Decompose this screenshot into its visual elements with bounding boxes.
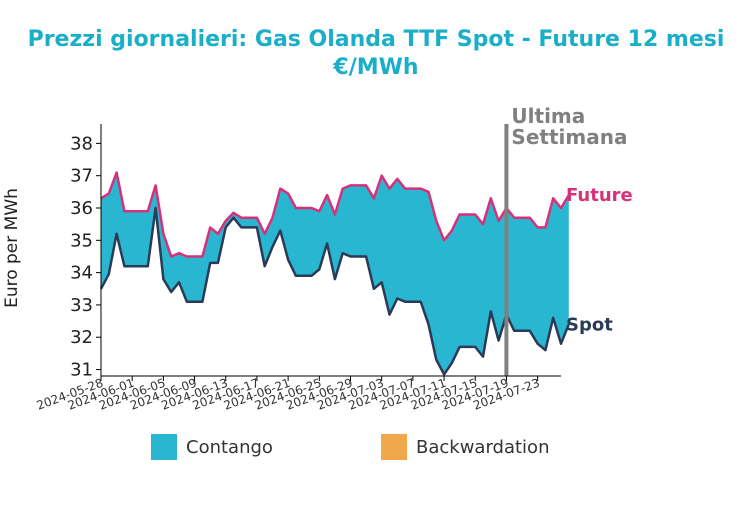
legend-label-backwardation: Backwardation [416, 437, 549, 458]
y-tick-label: 35 [70, 230, 93, 251]
legend-label-contango: Contango [186, 437, 273, 458]
plot-area: Ultima Settimana [99, 104, 627, 376]
y-tick-label: 34 [70, 263, 93, 284]
y-tick-label: 38 [70, 133, 93, 154]
series-line-future [100, 171, 570, 258]
last-week-label-line2: Settimana [511, 125, 627, 149]
legend-swatch-backwardation [381, 434, 407, 460]
last-week-label-line1: Ultima [511, 104, 585, 128]
chart-title-unit: €/MWh [332, 55, 418, 80]
legend: Contango Backwardation [151, 434, 549, 460]
y-tick-label: 36 [70, 198, 93, 219]
y-tick-label: 33 [70, 295, 93, 316]
chart-title: Prezzi giornalieri: Gas Olanda TTF Spot … [28, 27, 725, 52]
y-axis-label: Euro per MWh [2, 188, 22, 308]
y-tick-label: 37 [70, 166, 93, 187]
series-line-spot [99, 206, 570, 376]
y-axis: 31 32 33 34 35 36 37 38 [70, 124, 102, 381]
y-tick-label: 32 [70, 327, 93, 348]
series-line-layer [99, 171, 570, 376]
legend-swatch-contango [151, 434, 177, 460]
y-tick-label: 31 [70, 360, 93, 381]
x-axis: 2024-05-282024-06-012024-06-052024-06-09… [35, 375, 561, 413]
series-labels: Future Spot [566, 185, 633, 335]
series-label-future: Future [566, 185, 633, 206]
series-label-spot: Spot [566, 314, 613, 335]
